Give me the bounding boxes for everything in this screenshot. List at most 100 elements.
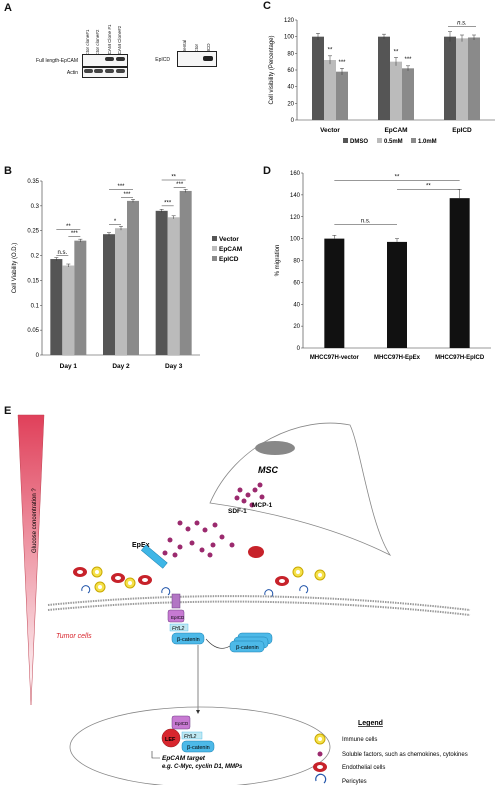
significance-mark: ** bbox=[328, 48, 333, 54]
bar bbox=[103, 234, 115, 355]
soluble-factors bbox=[162, 482, 265, 558]
blot-actin bbox=[82, 67, 128, 78]
beta-catenin-membrane bbox=[171, 632, 205, 645]
bar bbox=[74, 240, 87, 355]
epex-fragment bbox=[140, 544, 168, 569]
immune-cells bbox=[91, 566, 326, 593]
y-tick-label: 20 bbox=[293, 324, 300, 330]
legend-label: EpCAM bbox=[219, 246, 242, 253]
y-tick-label: 100 bbox=[284, 35, 295, 41]
legend-swatch bbox=[377, 138, 382, 143]
significance-mark: *** bbox=[123, 192, 131, 198]
bar bbox=[402, 68, 414, 120]
row-label: Actin bbox=[66, 70, 78, 76]
bar bbox=[62, 265, 75, 355]
legend-label: 0.5mM bbox=[384, 139, 403, 145]
epex-label: EpEx bbox=[132, 542, 150, 549]
gradient-label: Glucose concentration ? bbox=[32, 488, 38, 553]
legend-swatch bbox=[212, 256, 217, 261]
bcat-nuclear-label: β-catenin bbox=[187, 745, 210, 751]
y-tick-label: 0.35 bbox=[27, 179, 39, 185]
bcat-stack-label: β-catenin bbox=[236, 645, 259, 651]
cell-membrane-inner bbox=[47, 600, 471, 616]
y-tick-label: 0.3 bbox=[31, 204, 40, 210]
y-tick-label: 120 bbox=[290, 215, 301, 221]
y-tick-label: 0 bbox=[36, 353, 40, 359]
significance-mark: ** bbox=[66, 224, 71, 230]
legend-factor-icon bbox=[317, 751, 323, 757]
epcam-transmembrane bbox=[171, 593, 181, 609]
legend-swatch bbox=[411, 138, 416, 143]
lef-label: LEF bbox=[165, 737, 176, 743]
bcat-label: β-catenin bbox=[177, 637, 200, 643]
y-tick-label: 0 bbox=[297, 346, 301, 352]
y-tick-label: 80 bbox=[293, 259, 300, 265]
epicd-nuclear-label: EpICD bbox=[175, 721, 189, 726]
y-tick-label: 120 bbox=[284, 18, 295, 24]
transcription-arrow bbox=[151, 751, 160, 759]
panel-label-b: B bbox=[4, 165, 12, 177]
x-tick-label: Day 3 bbox=[165, 363, 183, 370]
y-tick-label: 0.15 bbox=[27, 278, 39, 284]
bar bbox=[324, 238, 345, 348]
fhl2-box bbox=[169, 623, 189, 632]
significance-mark: *** bbox=[176, 182, 184, 188]
epicd-membrane bbox=[167, 609, 185, 623]
fhl2-label: FHL2 bbox=[172, 626, 184, 632]
y-tick-label: 0.1 bbox=[31, 303, 40, 309]
significance-mark: ** bbox=[426, 183, 431, 189]
legend-swatch bbox=[212, 246, 217, 251]
beta-catenin-stack bbox=[229, 640, 265, 653]
epicd-label: EpICD bbox=[171, 615, 185, 620]
significance-mark: *** bbox=[71, 231, 79, 237]
bar bbox=[167, 217, 180, 355]
western-blot-left: Vector clone#1 Vector clone#2 EpCAM Clon… bbox=[0, 0, 130, 120]
bar bbox=[115, 228, 127, 355]
bar bbox=[468, 37, 480, 120]
y-tick-label: 0.05 bbox=[27, 328, 39, 334]
sdf-label: SDF-1 bbox=[228, 508, 247, 515]
x-tick-label: Day 2 bbox=[112, 363, 130, 370]
significance-mark: ** bbox=[395, 175, 400, 181]
y-tick-label: 0 bbox=[291, 118, 295, 124]
bar bbox=[378, 36, 390, 120]
bar bbox=[127, 200, 139, 355]
significance-mark: * bbox=[114, 219, 117, 225]
significance-mark: n.s. bbox=[361, 218, 371, 224]
panel-label-a: A bbox=[4, 2, 12, 14]
x-tick-label: EpCAM bbox=[384, 127, 407, 134]
chart-c: 0 20 40 60 80 100 120 Cell visibility (Percenta… bbox=[269, 18, 495, 145]
blot-band bbox=[203, 56, 213, 61]
chart-d: 0 20 40 60 80 100 120 140 160 % migration MHCC97H-… bbox=[275, 171, 491, 361]
arrow-head bbox=[196, 710, 200, 714]
legend-swatch bbox=[343, 138, 348, 143]
bar bbox=[179, 190, 192, 355]
chart-b: 0 0.05 0.1 0.15 0.2 0.25 0.3 0.35 Cell Viability… bbox=[12, 175, 242, 370]
y-axis-label: % migration bbox=[275, 245, 281, 277]
target-examples: e.g. C-Myc, cyclin D1, MMPs bbox=[162, 764, 243, 770]
legend-endothelial-icon-center bbox=[317, 765, 323, 769]
bar bbox=[324, 60, 336, 120]
significance-mark: *** bbox=[117, 184, 125, 190]
nucleus bbox=[69, 706, 331, 785]
y-tick-label: 100 bbox=[290, 237, 301, 243]
legend-pericyte-icon bbox=[315, 773, 327, 784]
panel-label-c: C bbox=[263, 0, 271, 12]
lef bbox=[161, 728, 181, 748]
interaction-arrow bbox=[205, 638, 231, 649]
x-tick-label: MHCC97H-EpEx bbox=[374, 355, 421, 361]
y-tick-label: 60 bbox=[287, 68, 294, 74]
y-tick-label: 160 bbox=[290, 171, 301, 177]
fhl2-nuclear bbox=[181, 731, 203, 740]
bar bbox=[456, 38, 468, 121]
legend-item: Pericytes bbox=[342, 779, 367, 785]
endothelial-cells bbox=[73, 546, 289, 586]
western-blot-right: Parental Vector EpICD EpICD bbox=[135, 0, 255, 120]
bar bbox=[444, 36, 456, 120]
y-tick-label: 0.25 bbox=[27, 229, 39, 235]
significance-mark: *** bbox=[404, 57, 412, 63]
blot-epcam bbox=[82, 54, 128, 67]
msc-nucleus bbox=[255, 441, 295, 455]
target-label: EpCAM target bbox=[162, 755, 206, 762]
legend-swatch bbox=[212, 236, 217, 241]
